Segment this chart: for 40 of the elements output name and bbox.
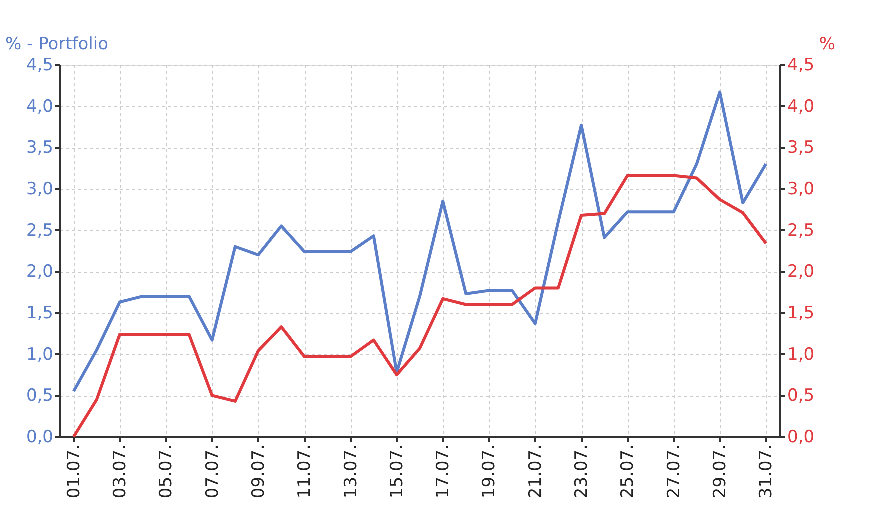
x-tick-label: 01.07. xyxy=(64,444,84,499)
line-series xyxy=(72,174,768,438)
y2-tick-label: 3,0 xyxy=(788,180,815,200)
x-tick-label: 09.07. xyxy=(248,444,269,499)
y-tick-label: 2,0 xyxy=(26,262,54,282)
y-tick-label: 1,5 xyxy=(26,304,54,324)
x-tick-label: 27.07. xyxy=(664,444,684,499)
y2-tick-label: 1,0 xyxy=(788,344,815,365)
x-tick-label: 11.07. xyxy=(295,444,316,499)
y-tick-label: 2,5 xyxy=(26,220,54,241)
x-tick-label: 17.07. xyxy=(434,444,454,499)
x-tick-label: 31.07. xyxy=(756,444,777,499)
y2-tick-label: 3,5 xyxy=(788,138,815,158)
y2-axis-title: % xyxy=(819,34,836,54)
x-tick-label: 13.07. xyxy=(341,444,362,499)
y-tick-label: 4,0 xyxy=(26,96,54,117)
x-tick-label: 05.07. xyxy=(156,444,177,499)
y-tick-label: 3,5 xyxy=(26,138,54,158)
x-tick-label: 25.07. xyxy=(618,444,638,499)
y2-tick-label: 2,5 xyxy=(788,220,815,241)
x-tick-label: 19.07. xyxy=(480,444,500,499)
x-tick-label: 07.07. xyxy=(202,444,223,499)
x-tick-label: 23.07. xyxy=(572,444,592,499)
y2-tick-label: 2,0 xyxy=(788,262,815,282)
y2-tick-label: 4,5 xyxy=(788,56,815,76)
x-tick-label: 15.07. xyxy=(387,444,408,499)
y2-tick-label: 0,0 xyxy=(788,428,815,448)
x-tick-label: 03.07. xyxy=(110,444,130,499)
y-tick-label: 4,5 xyxy=(26,56,54,76)
y-tick-label: 3,0 xyxy=(26,180,54,200)
y-tick-label: 0,0 xyxy=(26,428,54,448)
x-tick-label: 29.07. xyxy=(710,444,730,499)
y2-tick-label: 1,5 xyxy=(788,304,815,324)
line-series xyxy=(72,90,768,394)
y-tick-label: 1,0 xyxy=(26,344,54,365)
y2-tick-label: 0,5 xyxy=(788,386,815,406)
y2-tick-label: 4,0 xyxy=(788,96,815,117)
y-tick-label: 0,5 xyxy=(26,386,54,406)
x-tick-label: 21.07. xyxy=(526,444,546,499)
y-axis-title: % - Portfolio xyxy=(6,34,109,54)
